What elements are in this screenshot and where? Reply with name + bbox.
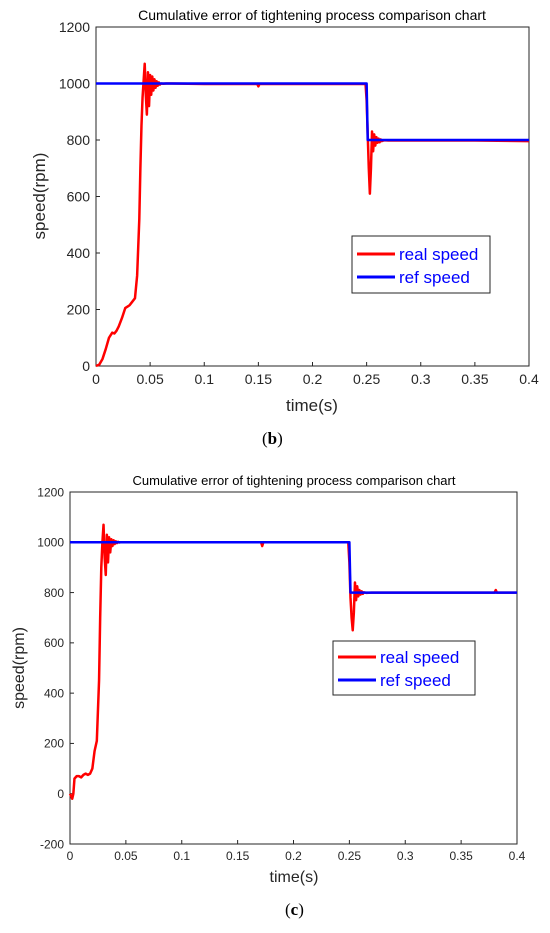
chart-c-x-tick-label: 0.05 (114, 849, 138, 863)
chart-b-x-tick-label: 0.35 (461, 371, 488, 387)
chart-b-x-tick-label: 0.1 (195, 371, 215, 387)
chart-b-x-tick-label: 0.3 (411, 371, 431, 387)
chart-b-y-tick-label: 0 (82, 358, 90, 374)
chart-c-x-ticks: 0 0.05 0.1 0.15 0.2 0.25 0.3 0.35 0.4 (67, 840, 526, 863)
chart-b-caption-letter: b (268, 429, 277, 448)
chart-c-x-tick-label: 0.3 (397, 849, 414, 863)
chart-b-x-tick-label: 0 (92, 371, 100, 387)
chart-c-title: Cumulative error of tightening process c… (133, 473, 456, 488)
chart-b-y-tick-label: 800 (67, 132, 91, 148)
chart-c-x-tick-label: 0 (67, 849, 74, 863)
chart-c: Cumulative error of tightening process c… (11, 473, 526, 919)
chart-b-x-ticks: 0 0.05 0.1 0.15 0.2 0.25 0.3 0.35 0.4 (92, 362, 539, 387)
chart-c-x-tick-label: 0.1 (173, 849, 190, 863)
chart-c-y-ticks: -200 0 200 400 600 800 1000 1200 (37, 485, 74, 851)
chart-c-caption-letter: c (291, 900, 299, 919)
chart-c-caption: (c) (285, 900, 304, 919)
chart-b-y-tick-label: 600 (67, 189, 91, 205)
chart-b-y-tick-label: 1200 (59, 19, 90, 35)
chart-c-x-tick-label: 0.35 (449, 849, 473, 863)
chart-b-series-ref-speed (96, 82, 529, 142)
chart-b-legend: real speed ref speed (351, 235, 491, 294)
chart-c-y-tick-label: -200 (40, 837, 64, 851)
chart-c-y-tick-label: 400 (44, 686, 64, 700)
chart-c-y-axis-label: speed(rpm) (11, 627, 28, 709)
chart-c-y-tick-label: 800 (44, 586, 64, 600)
chart-b-y-tick-label: 1000 (59, 76, 90, 92)
chart-c-y-tick-label: 1000 (37, 536, 64, 550)
chart-b-legend-box (351, 235, 491, 294)
chart-c-series-ref-speed (70, 541, 517, 594)
chart-b-legend-ref-label: ref speed (399, 268, 470, 287)
chart-b-x-tick-label: 0.15 (245, 371, 272, 387)
chart-b-y-tick-label: 200 (67, 302, 91, 318)
chart-b-series (95, 62, 530, 368)
chart-c-x-tick-label: 0.25 (338, 849, 362, 863)
chart-b-caption: (b) (262, 429, 283, 448)
chart-c-y-tick-label: 1200 (37, 485, 64, 499)
chart-c-y-tick-label: 200 (44, 737, 64, 751)
chart-c-legend: real speed ref speed (332, 640, 476, 696)
chart-c-legend-real-label: real speed (380, 648, 459, 667)
chart-b-legend-real-label: real speed (399, 245, 478, 264)
chart-b-y-ticks: 0 200 400 600 800 1000 1200 (59, 19, 100, 374)
chart-b-x-tick-label: 0.4 (519, 371, 539, 387)
chart-b-plot-area (95, 26, 530, 367)
chart-b-title: Cumulative error of tightening process c… (138, 7, 486, 23)
chart-c-legend-ref-label: ref speed (380, 671, 451, 690)
chart-b-y-axis-label: speed(rpm) (30, 153, 49, 240)
chart-c-y-tick-label: 600 (44, 636, 64, 650)
chart-c-x-tick-label: 0.2 (285, 849, 302, 863)
chart-b-x-tick-label: 0.25 (353, 371, 380, 387)
chart-b: Cumulative error of tightening process c… (30, 7, 539, 448)
chart-c-series (68, 523, 517, 800)
chart-c-x-tick-label: 0.15 (226, 849, 250, 863)
chart-c-x-axis-label: time(s) (270, 869, 319, 886)
chart-b-x-tick-label: 0.2 (303, 371, 323, 387)
chart-c-legend-box (332, 640, 476, 696)
chart-c-x-tick-label: 0.4 (509, 849, 526, 863)
chart-c-y-tick-label: 0 (57, 787, 64, 801)
chart-b-y-tick-label: 400 (67, 245, 91, 261)
chart-b-x-tick-label: 0.05 (137, 371, 164, 387)
chart-b-x-axis-label: time(s) (286, 396, 338, 415)
